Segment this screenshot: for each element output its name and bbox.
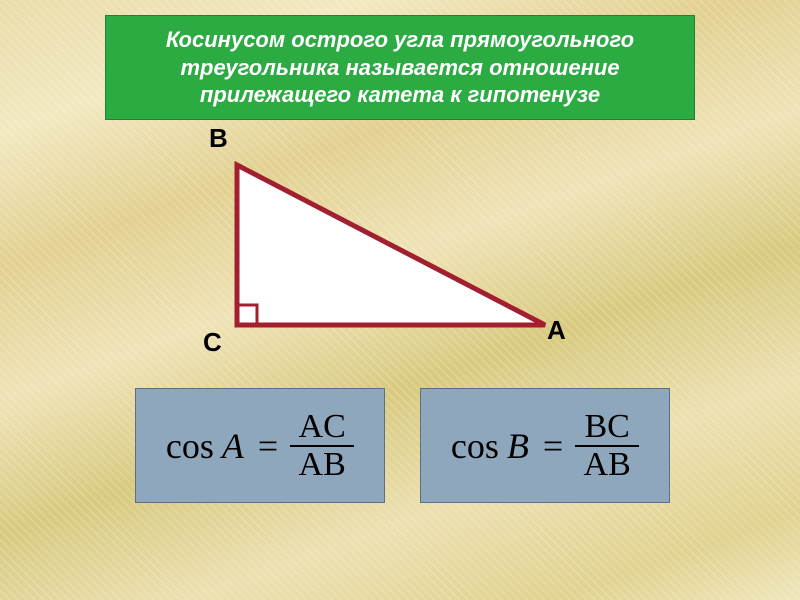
vertex-label-c: C xyxy=(203,327,222,358)
formula-cos-a: cos A = AC AB xyxy=(166,409,354,482)
angle-arg: B xyxy=(507,425,529,467)
formula-cos-b: cos B = BC AB xyxy=(451,409,639,482)
vertex-label-b: B xyxy=(209,123,228,154)
formula-box-cos-a: cos A = AC AB xyxy=(135,388,385,503)
equals-sign: = xyxy=(543,425,563,467)
denominator: AB xyxy=(578,447,637,483)
func-label: cos xyxy=(451,425,499,467)
denominator: AB xyxy=(293,447,352,483)
triangle-polygon xyxy=(237,165,545,325)
fraction: AC AB xyxy=(290,409,354,482)
equals-sign: = xyxy=(258,425,278,467)
angle-arg: A xyxy=(222,425,244,467)
definition-banner: Косинусом острого угла прямоугольного тр… xyxy=(105,15,695,120)
vertex-label-a: A xyxy=(547,315,566,346)
numerator: AC xyxy=(293,409,352,445)
triangle-figure: B C A xyxy=(225,155,555,355)
numerator: BC xyxy=(578,409,635,445)
triangle-svg xyxy=(225,155,555,355)
fraction: BC AB xyxy=(575,409,639,482)
func-label: cos xyxy=(166,425,214,467)
formula-box-cos-b: cos B = BC AB xyxy=(420,388,670,503)
